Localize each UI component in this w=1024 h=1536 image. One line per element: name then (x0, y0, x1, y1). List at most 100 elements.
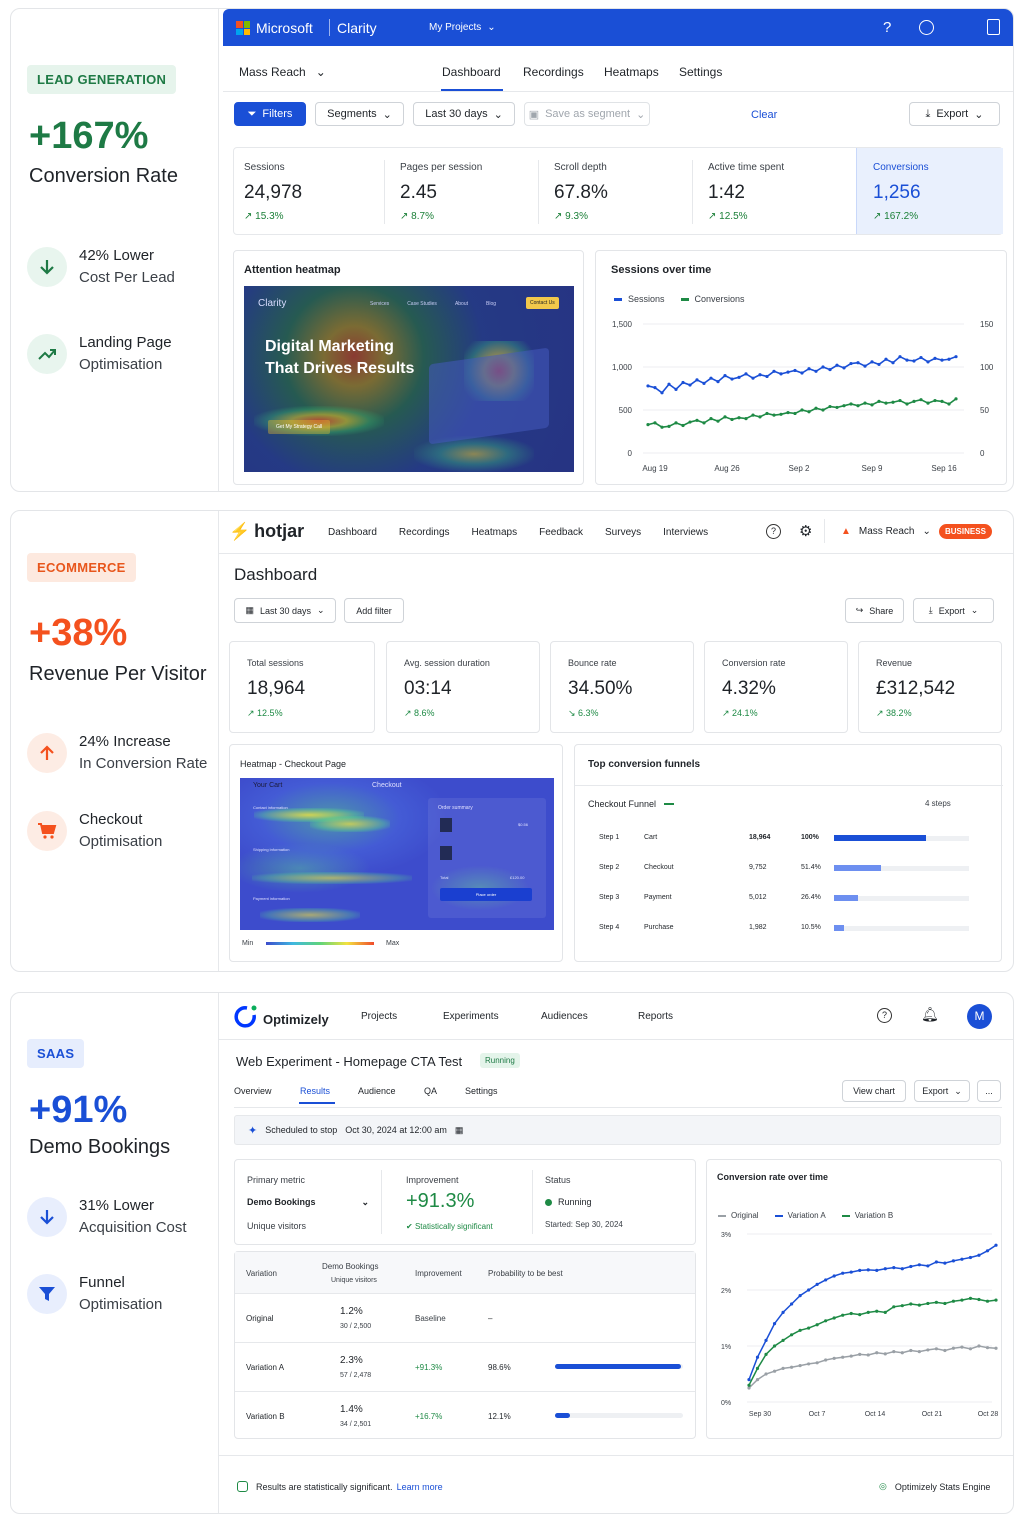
calendar-icon[interactable]: ▦ (454, 1124, 464, 1135)
data-point-conversions (835, 405, 839, 410)
status-label: Status (545, 1175, 571, 1185)
data-point-conversions (709, 417, 713, 421)
data-point-conversions (877, 399, 881, 403)
data-point-variation-b (764, 1352, 768, 1356)
gear-icon[interactable]: ⚙ (799, 523, 813, 540)
export-button[interactable]: ⤓ Export ⌄ (913, 598, 994, 623)
tab-dashboard[interactable]: Dashboard (442, 65, 501, 79)
table-row[interactable]: Variation B 1.4% 34 / 2,501 +16.7% 12.1% (235, 1392, 695, 1441)
funnel-row: Step 2 Checkout 9,752 51.4% (575, 861, 1003, 881)
help-icon[interactable]: ? (877, 1008, 892, 1023)
data-point-variation-b (875, 1309, 879, 1313)
table-row[interactable]: Variation A 2.3% 57 / 2,478 +91.3% 98.6% (235, 1343, 695, 1392)
filters-button[interactable]: ⏷ Filters (234, 102, 306, 126)
bell-icon[interactable]: 🔔︎ (921, 1006, 939, 1022)
variation-name: Original (246, 1314, 274, 1323)
save-segment-button[interactable]: ▣ Save as segment ⌄ (524, 102, 650, 126)
more-button[interactable]: ... (977, 1080, 1001, 1102)
data-point-original (994, 1346, 998, 1350)
kpi-pages: Pages per session 2.45 ↗ 8.7% (390, 148, 540, 234)
site-cta-button: Get My Strategy Call (268, 420, 331, 434)
table-row[interactable]: Original 1.2% 30 / 2,500 Baseline – (235, 1294, 695, 1343)
learn-more-link[interactable]: Learn more (396, 1481, 443, 1492)
primary-metric-label: Primary metric (247, 1175, 305, 1185)
kpi-conversions[interactable]: Conversions 1,256 ↗ 167.2% (856, 148, 1003, 234)
data-point-conversions (940, 399, 944, 403)
date-range-dropdown[interactable]: Last 30 days ⌄ (413, 102, 515, 126)
nav-reports[interactable]: Reports (638, 1011, 674, 1022)
nav-projects[interactable]: Projects (361, 1011, 398, 1022)
active-tab-underline (299, 1102, 335, 1104)
primary-metric-dropdown[interactable]: Demo Bookings ⌄ (247, 1197, 369, 1208)
data-point-variation-a (994, 1243, 998, 1247)
tab-heatmaps[interactable]: Heatmaps (604, 65, 659, 79)
big-stat: +167% (29, 115, 149, 157)
category-tag: ECOMMERCE (27, 553, 136, 582)
calendar-icon: ▦ (245, 605, 254, 615)
document-icon[interactable] (987, 19, 1000, 35)
export-button[interactable]: Export ⌄ (914, 1080, 970, 1102)
conversion-chart-panel: Conversion rate over time Original Varia… (706, 1159, 1002, 1439)
footer-text: Results are statistically significant. (256, 1481, 393, 1492)
clear-link[interactable]: Clear (751, 109, 778, 121)
avatar[interactable]: M (967, 1004, 992, 1029)
help-icon[interactable]: ? (883, 19, 892, 36)
tab-results[interactable]: Results (300, 1086, 331, 1096)
view-chart-button[interactable]: View chart (842, 1080, 906, 1102)
feature-title: Landing Page (79, 334, 172, 351)
kpi-total-sessions: Total sessions 18,964 ↗ 12.5% (229, 641, 375, 733)
data-point-variation-a (849, 1270, 853, 1274)
arrow-down-icon (27, 1197, 67, 1237)
data-point-conversions (891, 400, 895, 404)
account-switcher[interactable]: ▲ Mass Reach ⌄ (841, 526, 931, 537)
data-point-variation-b (866, 1310, 870, 1314)
feature-subtitle: Acquisition Cost (79, 1219, 187, 1236)
tab-settings[interactable]: Settings (465, 1086, 498, 1096)
help-icon[interactable]: ? (766, 524, 781, 539)
header-metric: Demo Bookings (322, 1262, 379, 1271)
kpi-delta: ↗ 15.3% (244, 211, 284, 222)
nav-recordings[interactable]: Recordings (398, 527, 450, 538)
tab-overview[interactable]: Overview (234, 1086, 272, 1096)
x-tick-label: Sep 9 (862, 464, 883, 473)
share-button[interactable]: ↪ Share (845, 598, 904, 623)
tab-settings[interactable]: Settings (679, 65, 723, 79)
funnel-percent: 26.4% (801, 894, 821, 901)
nav-experiments[interactable]: Experiments (443, 1011, 499, 1022)
big-stat: +38% (29, 612, 128, 654)
tab-recordings[interactable]: Recordings (523, 65, 584, 79)
funnel-step: Step 3 (599, 894, 620, 901)
tab-audience[interactable]: Audience (358, 1086, 396, 1096)
nav-audiences[interactable]: Audiences (541, 1011, 588, 1022)
optimizely-summary: SAAS +91% Demo Bookings 31% Lower Acquisi… (11, 993, 219, 1513)
kpi-label: Revenue (876, 658, 913, 668)
date-range-dropdown[interactable]: ▦ Last 30 days ⌄ (234, 598, 336, 623)
nav-feedback[interactable]: Feedback (539, 527, 584, 538)
project-selector[interactable]: Mass Reach ⌄ (239, 65, 326, 79)
panel-title: Heatmap - Checkout Page (240, 759, 347, 769)
nav-heatmaps[interactable]: Heatmaps (471, 527, 518, 538)
kpi-label: Sessions (244, 162, 285, 173)
kpi-label: Active time spent (708, 162, 785, 173)
brand-name: hotjar (254, 521, 305, 541)
data-point-original (909, 1348, 913, 1353)
feature-title: 42% Lower (79, 247, 155, 264)
tab-qa[interactable]: QA (424, 1086, 438, 1096)
data-point-variation-a (815, 1282, 819, 1286)
data-point-conversions (933, 398, 937, 403)
export-button[interactable]: ⤓ Export ⌄ (909, 102, 1000, 126)
nav-interviews[interactable]: Interviews (663, 527, 709, 538)
data-point-variation-b (909, 1302, 913, 1306)
smiley-icon[interactable] (919, 20, 934, 35)
series-line-original (748, 1345, 997, 1389)
big-stat-label: Revenue Per Visitor (29, 663, 207, 685)
nav-surveys[interactable]: Surveys (605, 527, 642, 538)
probability: 98.6% (488, 1363, 511, 1372)
data-point-sessions (793, 368, 797, 373)
nav-dashboard[interactable]: Dashboard (328, 527, 377, 538)
my-projects-dropdown[interactable]: My Projects ⌄ (429, 22, 496, 33)
data-point-variation-a (968, 1255, 973, 1260)
segments-dropdown[interactable]: Segments ⌄ (315, 102, 404, 126)
add-filter-button[interactable]: Add filter (344, 598, 404, 623)
kpi-delta: ↗ 167.2% (873, 211, 919, 222)
